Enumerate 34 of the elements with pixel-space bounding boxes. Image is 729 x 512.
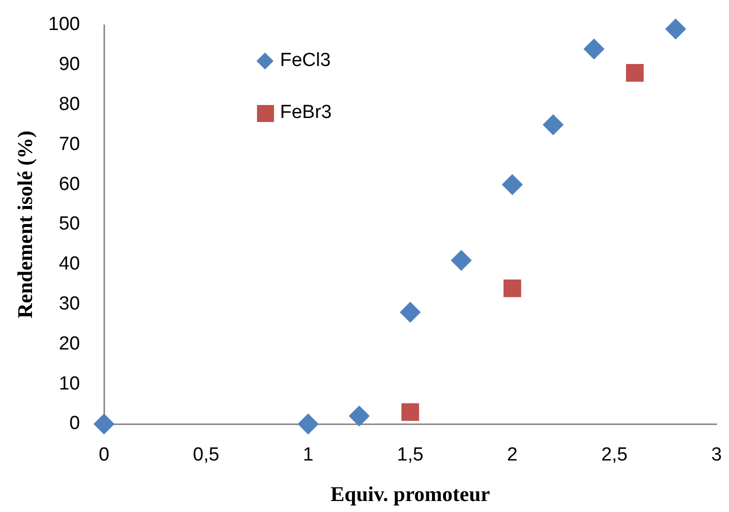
point bbox=[502, 174, 523, 196]
x-tick-label: 1,5 bbox=[397, 444, 424, 466]
point bbox=[542, 114, 564, 136]
point bbox=[401, 403, 420, 421]
point bbox=[298, 414, 319, 434]
point bbox=[94, 414, 114, 434]
x-tick-label: 1 bbox=[302, 444, 314, 466]
y-tick-label: 0 bbox=[69, 413, 80, 434]
point bbox=[626, 64, 644, 82]
y-tick-label: 80 bbox=[58, 94, 80, 116]
y-tick-label: 70 bbox=[58, 134, 80, 155]
y-tick-label: 30 bbox=[58, 294, 80, 315]
y-tick-label: 100 bbox=[48, 14, 80, 36]
point bbox=[400, 302, 421, 323]
x-tick-label: 0 bbox=[98, 444, 110, 466]
point bbox=[450, 250, 472, 271]
point bbox=[584, 38, 604, 60]
legend-label: FeCl3 bbox=[280, 50, 331, 72]
y-tick-label: 40 bbox=[58, 254, 80, 275]
x-tick-label: 3 bbox=[711, 444, 722, 466]
x-tick-label: 2,5 bbox=[601, 444, 628, 466]
legend-label: FeBr3 bbox=[280, 102, 332, 124]
x-tick-label: 2 bbox=[507, 444, 518, 466]
y-tick-label: 10 bbox=[58, 373, 80, 394]
point bbox=[665, 18, 686, 40]
x-axis-title: Equiv. promoteur bbox=[330, 482, 490, 506]
y-tick-label: 20 bbox=[58, 333, 80, 354]
point bbox=[348, 406, 370, 427]
point bbox=[503, 280, 522, 298]
y-axis-title: Rendement isolé (%) bbox=[13, 130, 38, 318]
y-tick-label: 90 bbox=[58, 54, 80, 76]
x-tick-label: 0,5 bbox=[192, 444, 220, 466]
y-tick-label: 60 bbox=[58, 174, 80, 195]
y-tick-label: 50 bbox=[58, 214, 80, 235]
